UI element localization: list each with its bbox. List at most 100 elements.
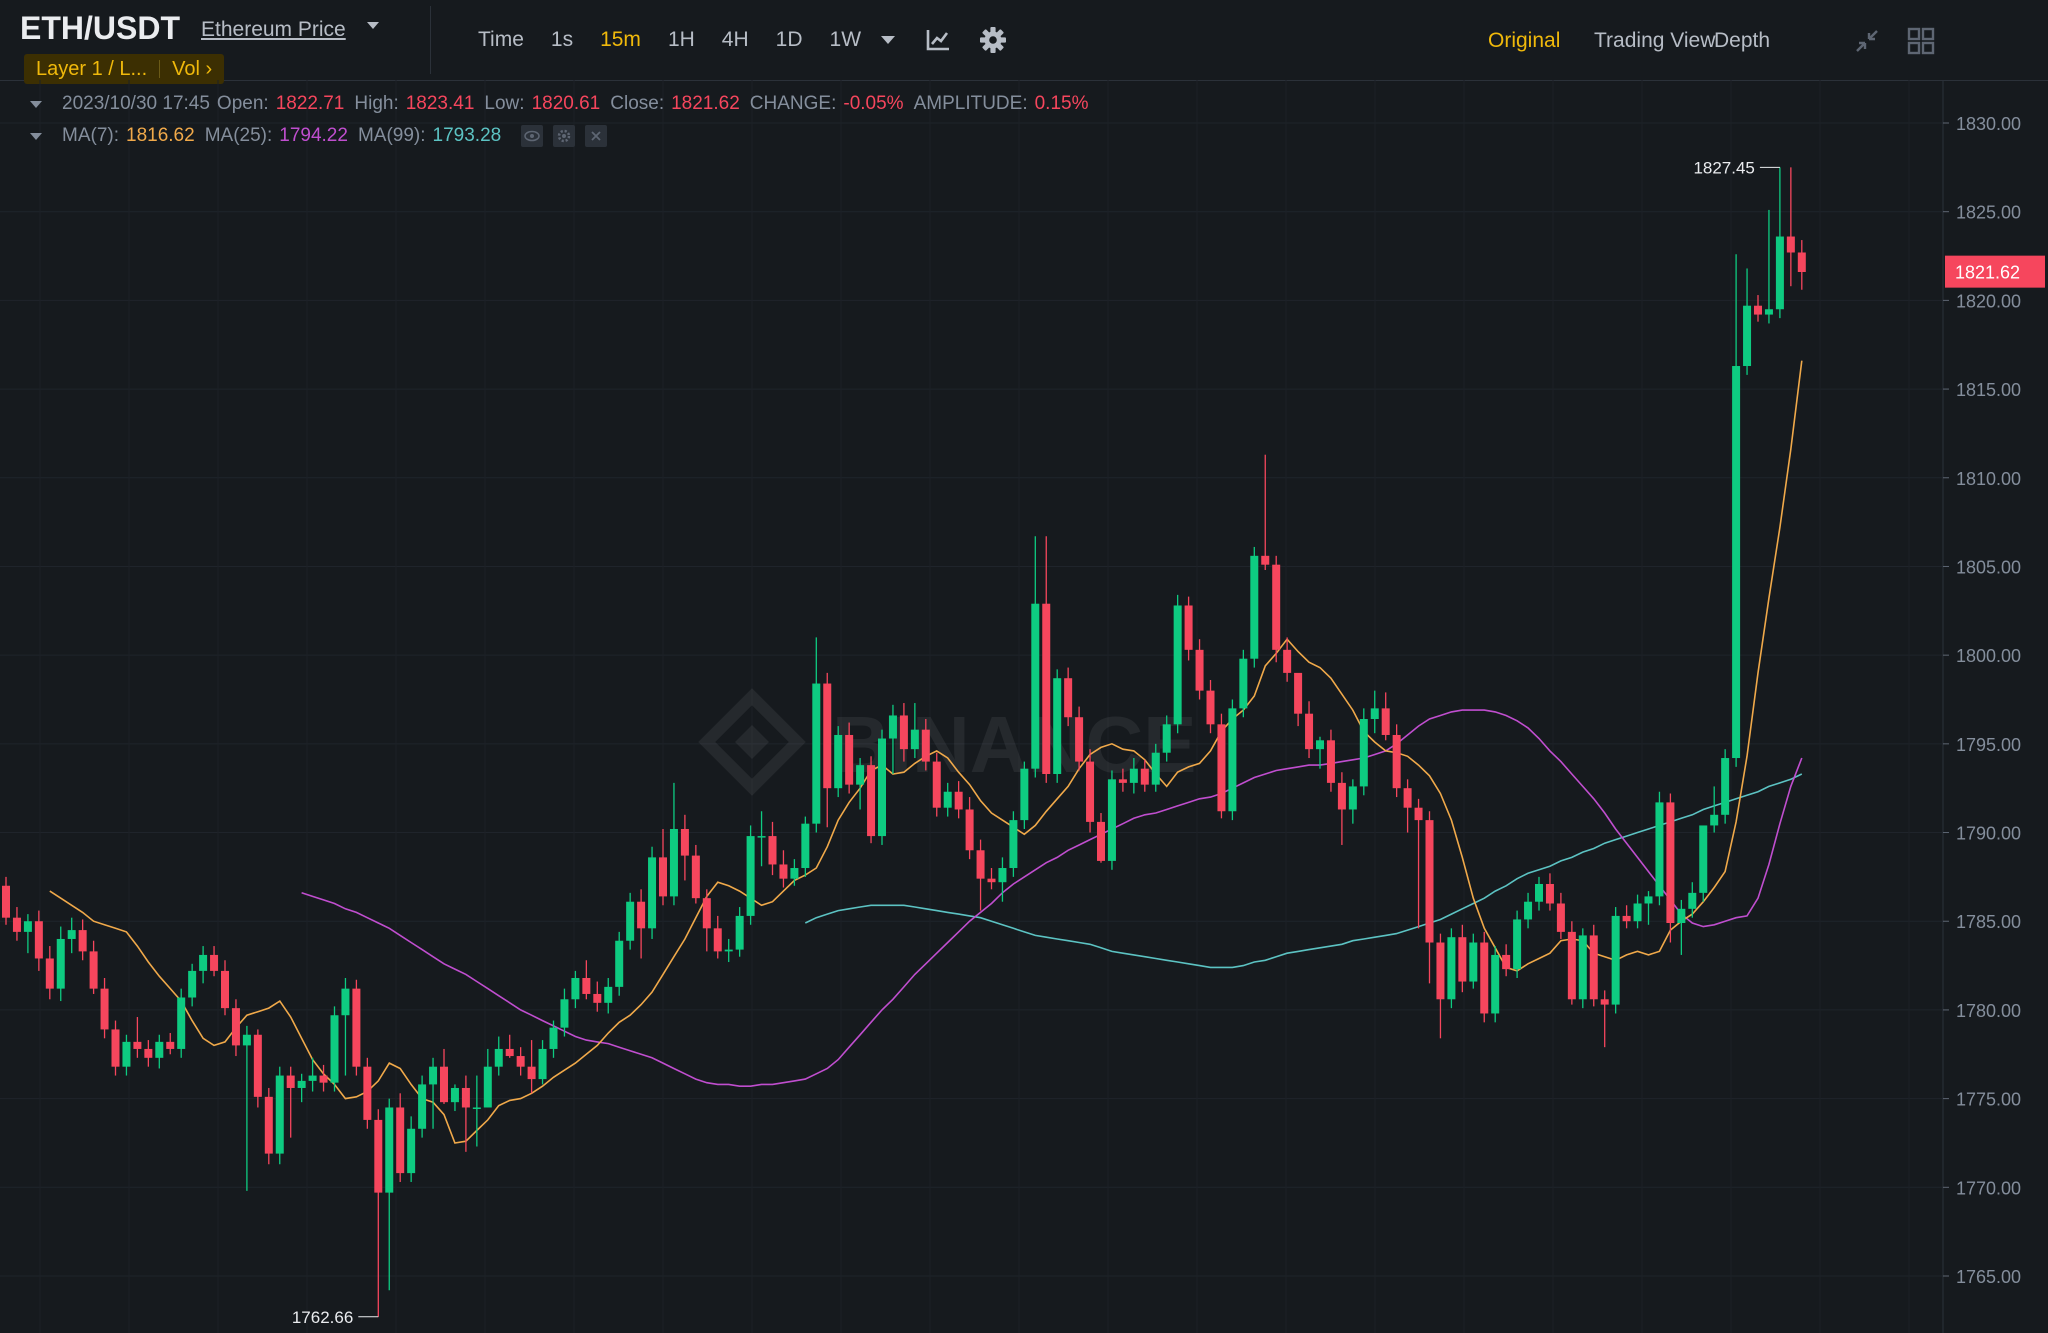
- candle-body: [669, 828, 678, 897]
- vol-tag[interactable]: Vol ›: [160, 58, 224, 81]
- tag-separator: [159, 60, 161, 78]
- candle-body: [12, 917, 21, 932]
- collapse-icon[interactable]: [1852, 26, 1882, 62]
- axis-tick-label: 1770.00: [1956, 1178, 2021, 1198]
- axis-tick-label: 1820.00: [1956, 291, 2021, 311]
- candle: [1666, 793, 1675, 943]
- candle: [1075, 706, 1084, 771]
- candle: [713, 915, 722, 959]
- candle: [1732, 254, 1741, 767]
- legend-collapse-caret-icon[interactable]: [30, 100, 42, 108]
- candle: [1764, 209, 1773, 324]
- candle-body: [34, 921, 43, 959]
- amplitude-label: AMPLITUDE:: [913, 93, 1028, 114]
- indicator-chart-icon[interactable]: [925, 28, 951, 52]
- candle: [910, 703, 919, 759]
- candle-body: [1294, 672, 1303, 714]
- settings-gear-icon[interactable]: [979, 26, 1007, 54]
- indicator-settings-icon[interactable]: [553, 125, 576, 147]
- candle-body: [1677, 908, 1686, 924]
- candle-body: [878, 738, 886, 837]
- interval-4h[interactable]: 4H: [721, 28, 749, 51]
- ma25-value: 1794.22: [279, 125, 348, 146]
- candle-body: [341, 988, 350, 1016]
- view-depth[interactable]: Depth: [1714, 29, 1771, 52]
- candle-body: [1754, 305, 1762, 315]
- candle: [1020, 761, 1029, 829]
- candlestick-chart[interactable]: BINANCE 1830.001825.001820.001815.001810…: [0, 80, 2048, 1333]
- ohlc-row: 2023/10/30 17:45 Open: 1822.71 High: 1823.…: [30, 88, 1098, 120]
- candle-body: [1031, 603, 1040, 769]
- candle-body: [998, 868, 1007, 883]
- candle-body: [1326, 740, 1335, 783]
- candle: [1316, 736, 1324, 769]
- interval-time[interactable]: Time: [478, 28, 524, 51]
- candle: [1611, 907, 1620, 1014]
- candle-body: [177, 997, 186, 1049]
- candle-body: [1469, 942, 1478, 982]
- pair-title[interactable]: ETH/USDT: [20, 10, 180, 46]
- candle-body: [122, 1041, 131, 1067]
- candle: [1655, 791, 1664, 906]
- candle: [735, 907, 744, 957]
- candle: [100, 977, 109, 1039]
- candle-body: [505, 1048, 514, 1057]
- candle: [943, 782, 952, 817]
- axis-tick-label: 1765.00: [1956, 1267, 2021, 1287]
- category-tag[interactable]: Layer 1 / L...: [36, 57, 148, 80]
- candle-body: [954, 791, 963, 810]
- axis-tick-label: 1785.00: [1956, 912, 2021, 932]
- interval-1s[interactable]: 1s: [550, 28, 574, 51]
- candle-body: [67, 930, 76, 939]
- ma99-line: [804, 773, 1803, 969]
- candle-body: [1239, 658, 1248, 709]
- candle: [571, 970, 580, 1009]
- candle-body: [1480, 942, 1489, 1014]
- view-original[interactable]: Original: [1488, 29, 1561, 52]
- eye-icon[interactable]: [521, 125, 544, 147]
- candle: [122, 1034, 131, 1076]
- candle: [1545, 873, 1554, 911]
- ma-collapse-caret-icon[interactable]: [30, 132, 42, 140]
- pair-dropdown-caret-icon[interactable]: [367, 22, 379, 29]
- candle: [1140, 759, 1149, 792]
- ethereum-price-link[interactable]: Ethereum Price: [201, 18, 346, 41]
- interval-1w[interactable]: 1W: [829, 28, 862, 51]
- candle: [1206, 679, 1215, 734]
- candle: [834, 726, 843, 798]
- candle-body: [483, 1066, 492, 1108]
- interval-1d[interactable]: 1D: [775, 28, 803, 51]
- candle-body: [1337, 782, 1346, 810]
- candle-body: [768, 836, 777, 865]
- view-trading-view[interactable]: Trading View: [1594, 29, 1716, 52]
- candle-body: [1556, 903, 1565, 932]
- candle: [1053, 669, 1062, 783]
- candle-body: [932, 761, 941, 808]
- candle: [1261, 454, 1270, 571]
- candle: [461, 1075, 470, 1152]
- close-icon[interactable]: [585, 125, 608, 147]
- candle: [1425, 811, 1434, 984]
- interval-15m[interactable]: 15m: [600, 28, 641, 51]
- candle: [166, 1032, 175, 1055]
- candle: [1633, 894, 1642, 929]
- interval-more-caret-icon[interactable]: [881, 36, 896, 44]
- candle: [1710, 786, 1719, 833]
- candle: [429, 1057, 438, 1129]
- ma7-label: MA(7):: [62, 125, 119, 146]
- change-value: -0.05%: [843, 93, 904, 114]
- candle-body: [111, 1029, 120, 1067]
- candle: [34, 910, 43, 971]
- candle: [1086, 749, 1095, 833]
- top-toolbar: ETH/USDT Ethereum Price Layer 1 / L... V…: [0, 0, 2048, 84]
- grid-layout-icon[interactable]: [1906, 26, 1936, 62]
- interval-1h[interactable]: 1H: [667, 28, 695, 51]
- candle: [56, 926, 65, 1002]
- candle-body: [1228, 708, 1237, 812]
- candle: [1535, 876, 1543, 911]
- candle-body: [494, 1048, 503, 1067]
- candle: [1129, 758, 1138, 794]
- candle: [221, 960, 229, 1016]
- candle-body: [1075, 717, 1084, 762]
- candle: [1491, 946, 1500, 1023]
